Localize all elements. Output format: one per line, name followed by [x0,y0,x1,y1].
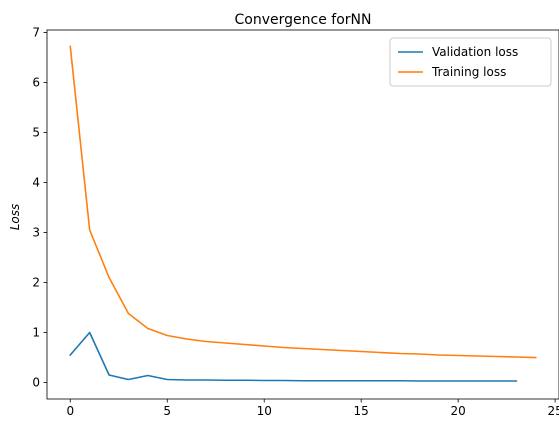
y-tick-label: 3 [32,226,40,240]
plot-area [69,45,537,382]
y-tick-label: 1 [32,326,40,340]
x-tick-label: 0 [66,404,74,418]
y-tick-label: 5 [32,126,40,140]
legend: Validation loss Training loss [389,37,552,87]
series-line-validation-loss [69,331,518,382]
plot-frame [46,29,559,400]
y-tick-label: 2 [32,276,40,290]
x-tick-label: 20 [451,404,466,418]
y-tick-label: 4 [32,176,40,190]
legend-box [389,37,552,87]
legend-label: Training loss [431,65,506,79]
y-tick-label: 0 [32,376,40,390]
y-axis-label: Loss [8,204,22,231]
x-tick-label: 5 [163,404,171,418]
chart-title: Convergence forNN [235,12,372,28]
legend-label: Validation loss [432,45,518,59]
series-line-training-loss [69,45,537,359]
x-tick-label: 15 [354,404,369,418]
y-tick-label: 7 [32,26,40,40]
x-tick-label: 10 [257,404,272,418]
y-tick-label: 6 [32,76,40,90]
x-tick-label: 25 [547,404,559,418]
